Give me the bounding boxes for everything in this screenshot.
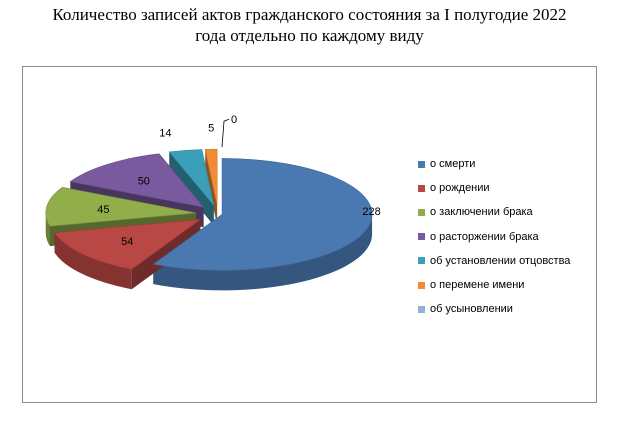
legend-label-6: об усыновлении xyxy=(430,303,513,316)
legend-label-2: о заключении брака xyxy=(430,206,533,219)
data-label-3: 50 xyxy=(138,176,150,188)
legend-item-6: об усыновлении xyxy=(418,297,570,321)
pie-slice-3 xyxy=(69,153,205,208)
slice-wall-5 xyxy=(205,149,218,226)
legend-label-0: о смерти xyxy=(430,158,476,171)
legend-swatch-3 xyxy=(418,233,425,241)
slice-side-2 xyxy=(45,212,50,247)
data-label-0: 228 xyxy=(362,206,380,218)
data-label-1: 54 xyxy=(121,236,133,248)
legend-item-3: о расторжении брака xyxy=(418,225,570,249)
legend-swatch-0 xyxy=(418,160,425,168)
legend-swatch-1 xyxy=(418,184,425,192)
legend-swatch-5 xyxy=(418,281,425,289)
pie-slice-4 xyxy=(168,149,215,206)
data-label-5: 5 xyxy=(208,122,214,134)
legend-swatch-2 xyxy=(418,208,425,216)
legend-swatch-4 xyxy=(418,257,425,265)
legend-label-5: о перемене имени xyxy=(430,279,525,292)
pie-slice-1 xyxy=(54,219,202,270)
chart-title-line-1: Количество записей актов гражданского со… xyxy=(52,5,567,24)
leader-line-6 xyxy=(221,118,230,148)
chart-legend: о смерти о рождении о заключении брака о ра… xyxy=(418,152,570,321)
pie-slice-2 xyxy=(45,186,196,227)
data-label-4: 14 xyxy=(159,127,171,139)
pie-slice-0 xyxy=(152,158,373,271)
legend-item-1: о рождении xyxy=(418,176,570,200)
data-label-6: 0 xyxy=(231,114,237,126)
slice-side-0 xyxy=(153,214,373,291)
pie-tops xyxy=(45,148,373,271)
chart-title: Количество записей актов гражданского со… xyxy=(0,4,619,46)
legend-label-4: об установлении отцовства xyxy=(430,254,571,267)
legend-item-0: о смерти xyxy=(418,152,570,176)
legend-item-2: о заключении брака xyxy=(418,200,570,224)
legend-label-3: о расторжении брака xyxy=(430,230,539,243)
pie-slice-5 xyxy=(204,148,218,206)
chart-frame xyxy=(22,66,597,403)
slice-side-1 xyxy=(54,232,132,290)
legend-swatch-6 xyxy=(418,305,425,313)
legend-item-4: об установлении отцовства xyxy=(418,249,570,273)
legend-label-1: о рождении xyxy=(430,182,490,195)
chart-title-line-2: года отдельно по каждому виду xyxy=(195,26,424,45)
data-label-2: 45 xyxy=(97,204,109,216)
legend-item-5: о перемене имени xyxy=(418,273,570,297)
